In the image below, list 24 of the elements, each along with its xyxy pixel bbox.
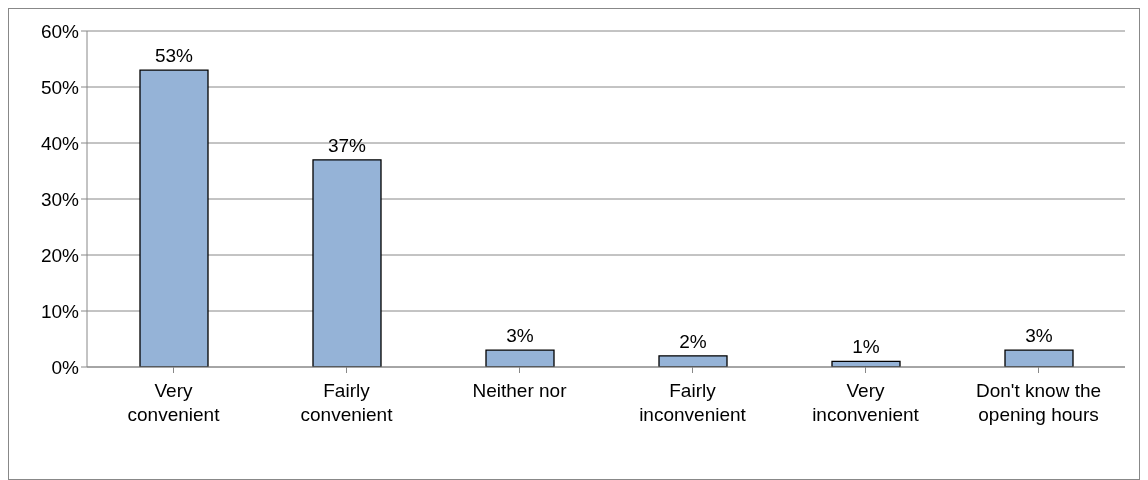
y-tick-label: 30% [40, 188, 80, 210]
data-label: 2% [679, 330, 707, 352]
x-tick-label: Fairly inconvenient [639, 380, 747, 425]
x-tick-label: Very inconvenient [812, 380, 920, 425]
bar [312, 159, 382, 367]
bar [658, 355, 728, 367]
y-tick-label: 60% [40, 20, 80, 42]
y-tick-label: 50% [40, 76, 80, 98]
x-tick-label: Don't know the opening hours [975, 380, 1102, 425]
x-tick-label: Fairly convenient [300, 380, 394, 425]
x-tick-label: Neither nor [472, 380, 568, 401]
y-tick-label: 0% [51, 356, 80, 378]
data-label: 53% [154, 45, 194, 67]
bar [139, 69, 209, 367]
data-label: 37% [327, 134, 367, 156]
y-tick-label: 20% [40, 244, 80, 266]
bar [485, 349, 555, 367]
data-label: 1% [852, 336, 880, 358]
y-tick-label: 40% [40, 132, 80, 154]
x-tick-label: Very convenient [127, 380, 221, 425]
data-label: 3% [506, 325, 534, 347]
bar [1004, 349, 1074, 367]
data-label: 3% [1025, 325, 1053, 347]
y-tick-label: 10% [40, 300, 80, 322]
